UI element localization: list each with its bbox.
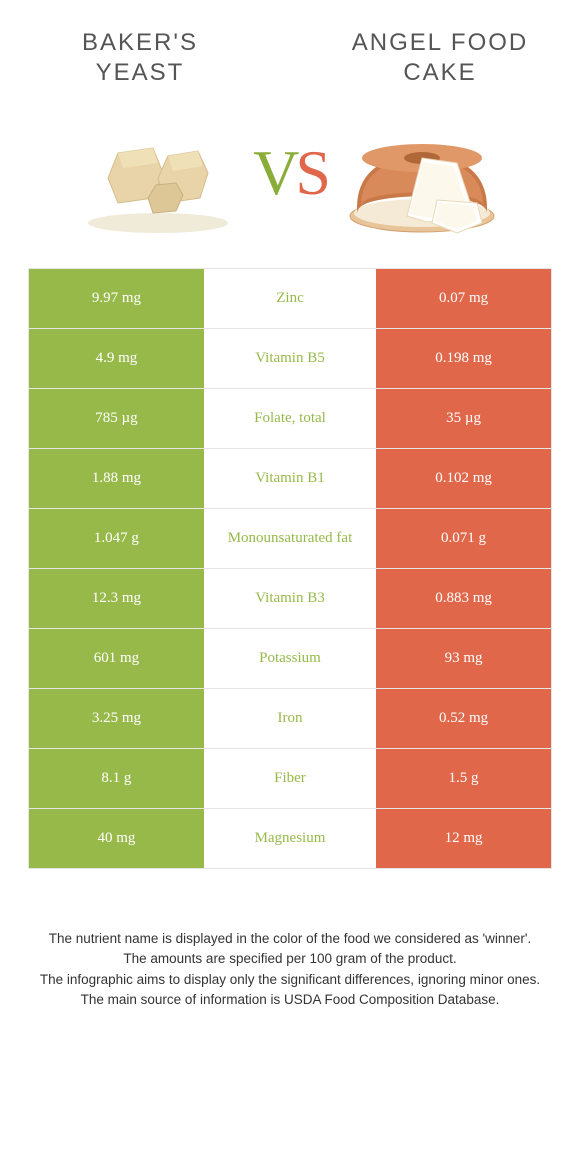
nutrient-table: 9.97 mgZinc0.07 mg4.9 mgVitamin B50.198 … — [28, 268, 552, 869]
table-row: 9.97 mgZinc0.07 mg — [29, 269, 551, 329]
nutrient-name: Zinc — [204, 269, 376, 328]
left-value: 9.97 mg — [29, 269, 204, 328]
nutrient-name: Iron — [204, 689, 376, 748]
nutrient-name: Magnesium — [204, 809, 376, 868]
right-value: 0.883 mg — [376, 569, 551, 628]
nutrient-name: Vitamin B3 — [204, 569, 376, 628]
right-value: 1.5 g — [376, 749, 551, 808]
footer-line: The main source of information is USDA F… — [36, 990, 544, 1010]
nutrient-name: Monounsaturated fat — [204, 509, 376, 568]
right-food-image — [337, 108, 507, 238]
footer-line: The nutrient name is displayed in the co… — [36, 929, 544, 949]
right-value: 35 µg — [376, 389, 551, 448]
right-value: 93 mg — [376, 629, 551, 688]
table-row: 40 mgMagnesium12 mg — [29, 809, 551, 869]
left-value: 1.88 mg — [29, 449, 204, 508]
vs-badge: VS — [253, 141, 327, 205]
vs-s-letter: S — [295, 137, 327, 208]
right-food-title: Angel food cake — [340, 28, 540, 88]
right-value: 0.071 g — [376, 509, 551, 568]
right-value: 0.198 mg — [376, 329, 551, 388]
footer-line: The infographic aims to display only the… — [36, 970, 544, 990]
header: Baker's yeast Angel food cake — [0, 0, 580, 98]
left-food-image — [73, 108, 243, 238]
table-row: 3.25 mgIron0.52 mg — [29, 689, 551, 749]
table-row: 1.88 mgVitamin B10.102 mg — [29, 449, 551, 509]
table-row: 601 mgPotassium93 mg — [29, 629, 551, 689]
table-row: 785 µgFolate, total35 µg — [29, 389, 551, 449]
left-value: 8.1 g — [29, 749, 204, 808]
left-value: 785 µg — [29, 389, 204, 448]
right-value: 0.52 mg — [376, 689, 551, 748]
left-food-title: Baker's yeast — [40, 28, 240, 88]
right-value: 0.102 mg — [376, 449, 551, 508]
left-value: 40 mg — [29, 809, 204, 868]
left-value: 1.047 g — [29, 509, 204, 568]
left-value: 12.3 mg — [29, 569, 204, 628]
nutrient-name: Fiber — [204, 749, 376, 808]
table-row: 4.9 mgVitamin B50.198 mg — [29, 329, 551, 389]
vs-v-letter: V — [253, 137, 295, 208]
left-value: 601 mg — [29, 629, 204, 688]
left-value: 4.9 mg — [29, 329, 204, 388]
nutrient-name: Vitamin B1 — [204, 449, 376, 508]
left-value: 3.25 mg — [29, 689, 204, 748]
images-row: VS — [0, 98, 580, 268]
right-value: 12 mg — [376, 809, 551, 868]
table-row: 12.3 mgVitamin B30.883 mg — [29, 569, 551, 629]
footer-notes: The nutrient name is displayed in the co… — [0, 869, 580, 1010]
nutrient-name: Potassium — [204, 629, 376, 688]
right-value: 0.07 mg — [376, 269, 551, 328]
table-row: 1.047 gMonounsaturated fat0.071 g — [29, 509, 551, 569]
nutrient-name: Vitamin B5 — [204, 329, 376, 388]
footer-line: The amounts are specified per 100 gram o… — [36, 949, 544, 969]
table-row: 8.1 gFiber1.5 g — [29, 749, 551, 809]
nutrient-name: Folate, total — [204, 389, 376, 448]
